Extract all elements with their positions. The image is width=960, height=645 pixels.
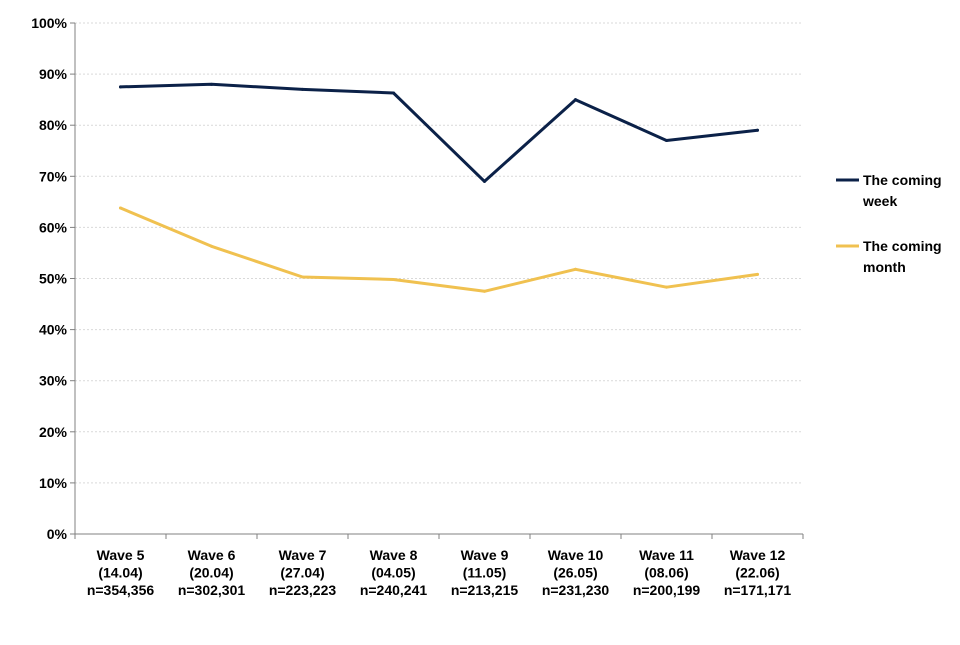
x-tick-label-line: (20.04) bbox=[189, 565, 233, 581]
x-tick-label: Wave 7 (27.04) n=223,223 bbox=[269, 547, 337, 598]
x-tick-label: Wave 8 (04.05) n=240,241 bbox=[360, 547, 428, 598]
x-axis-ticks: Wave 5 (14.04) n=354,356 Wave 6 (20.04) n=302… bbox=[74, 534, 804, 598]
y-axis-ticks: 0% 10% 20% 30% 40% 50% 60% 70% 80% 90% 100% bbox=[31, 15, 75, 542]
x-tick-label-line: n=354,356 bbox=[87, 582, 155, 598]
x-tick-label-line: (14.04) bbox=[98, 565, 142, 581]
data-point bbox=[483, 179, 486, 183]
gridlines bbox=[75, 22, 803, 484]
x-tick-label-line: Wave 11 bbox=[639, 547, 694, 563]
y-tick-label: 30% bbox=[39, 373, 68, 389]
x-tick-label-line: Wave 7 bbox=[279, 547, 327, 563]
x-tick-label-line: Wave 10 bbox=[548, 547, 604, 563]
data-point bbox=[483, 289, 486, 293]
data-point bbox=[119, 85, 122, 89]
series-lines bbox=[119, 82, 759, 293]
data-point bbox=[392, 91, 395, 95]
x-tick-label: Wave 6 (20.04) n=302,301 bbox=[178, 547, 246, 598]
legend-label-line: month bbox=[863, 259, 906, 275]
data-point bbox=[665, 139, 668, 143]
series-line bbox=[119, 206, 759, 293]
data-point bbox=[301, 275, 304, 279]
data-point bbox=[574, 98, 577, 102]
y-tick-label: 40% bbox=[39, 322, 68, 338]
y-tick-label: 20% bbox=[39, 424, 68, 440]
y-tick-label: 70% bbox=[39, 168, 68, 184]
x-tick-label-line: Wave 12 bbox=[730, 547, 786, 563]
y-tick-label: 90% bbox=[39, 66, 68, 82]
x-tick-label: Wave 11 (08.06) n=200,199 bbox=[633, 547, 701, 598]
x-tick-label-line: Wave 9 bbox=[461, 547, 509, 563]
y-tick-label: 80% bbox=[39, 117, 68, 133]
legend-label: The coming month bbox=[863, 238, 942, 275]
x-tick-label-line: n=200,199 bbox=[633, 582, 701, 598]
x-tick-label-line: n=240,241 bbox=[360, 582, 428, 598]
data-point bbox=[301, 87, 304, 91]
x-tick-label-line: (26.05) bbox=[553, 565, 597, 581]
data-point bbox=[574, 267, 577, 271]
y-tick-label: 60% bbox=[39, 219, 68, 235]
x-tick-label-line: (08.06) bbox=[644, 565, 688, 581]
x-tick-label-line: Wave 6 bbox=[188, 547, 236, 563]
x-tick-label-line: n=223,223 bbox=[269, 582, 337, 598]
y-tick-label: 50% bbox=[39, 271, 68, 287]
data-point bbox=[119, 206, 122, 210]
x-tick-label-line: Wave 8 bbox=[370, 547, 418, 563]
x-tick-label-line: (04.05) bbox=[371, 565, 415, 581]
x-tick-label-line: (27.04) bbox=[280, 565, 324, 581]
y-tick-label: 10% bbox=[39, 475, 68, 491]
data-point bbox=[756, 128, 759, 132]
data-point bbox=[756, 272, 759, 276]
data-point bbox=[392, 278, 395, 282]
x-tick-label: Wave 5 (14.04) n=354,356 bbox=[87, 547, 155, 598]
data-point bbox=[665, 285, 668, 289]
x-tick-label-line: n=302,301 bbox=[178, 582, 246, 598]
x-tick-label-line: n=213,215 bbox=[451, 582, 519, 598]
x-tick-label-line: (22.06) bbox=[735, 565, 779, 581]
legend-label-line: The coming bbox=[863, 172, 942, 188]
legend-label: The coming week bbox=[862, 172, 942, 209]
data-point bbox=[210, 244, 213, 248]
legend: The coming week The coming month bbox=[836, 172, 942, 275]
y-tick-label: 100% bbox=[31, 15, 67, 31]
x-tick-label-line: Wave 5 bbox=[97, 547, 145, 563]
x-tick-label-line: (11.05) bbox=[463, 565, 507, 581]
x-tick-label: Wave 10 (26.05) n=231,230 bbox=[542, 547, 610, 598]
series-line bbox=[119, 82, 759, 183]
legend-label-line: The coming bbox=[863, 238, 942, 254]
x-tick-label-line: n=231,230 bbox=[542, 582, 610, 598]
legend-label-line: week bbox=[862, 193, 897, 209]
y-tick-label: 0% bbox=[47, 526, 68, 542]
data-point bbox=[210, 82, 213, 86]
x-tick-label: Wave 9 (11.05) n=213,215 bbox=[451, 547, 519, 598]
x-tick-label: Wave 12 (22.06) n=171,171 bbox=[724, 547, 792, 598]
x-tick-label-line: n=171,171 bbox=[724, 582, 792, 598]
